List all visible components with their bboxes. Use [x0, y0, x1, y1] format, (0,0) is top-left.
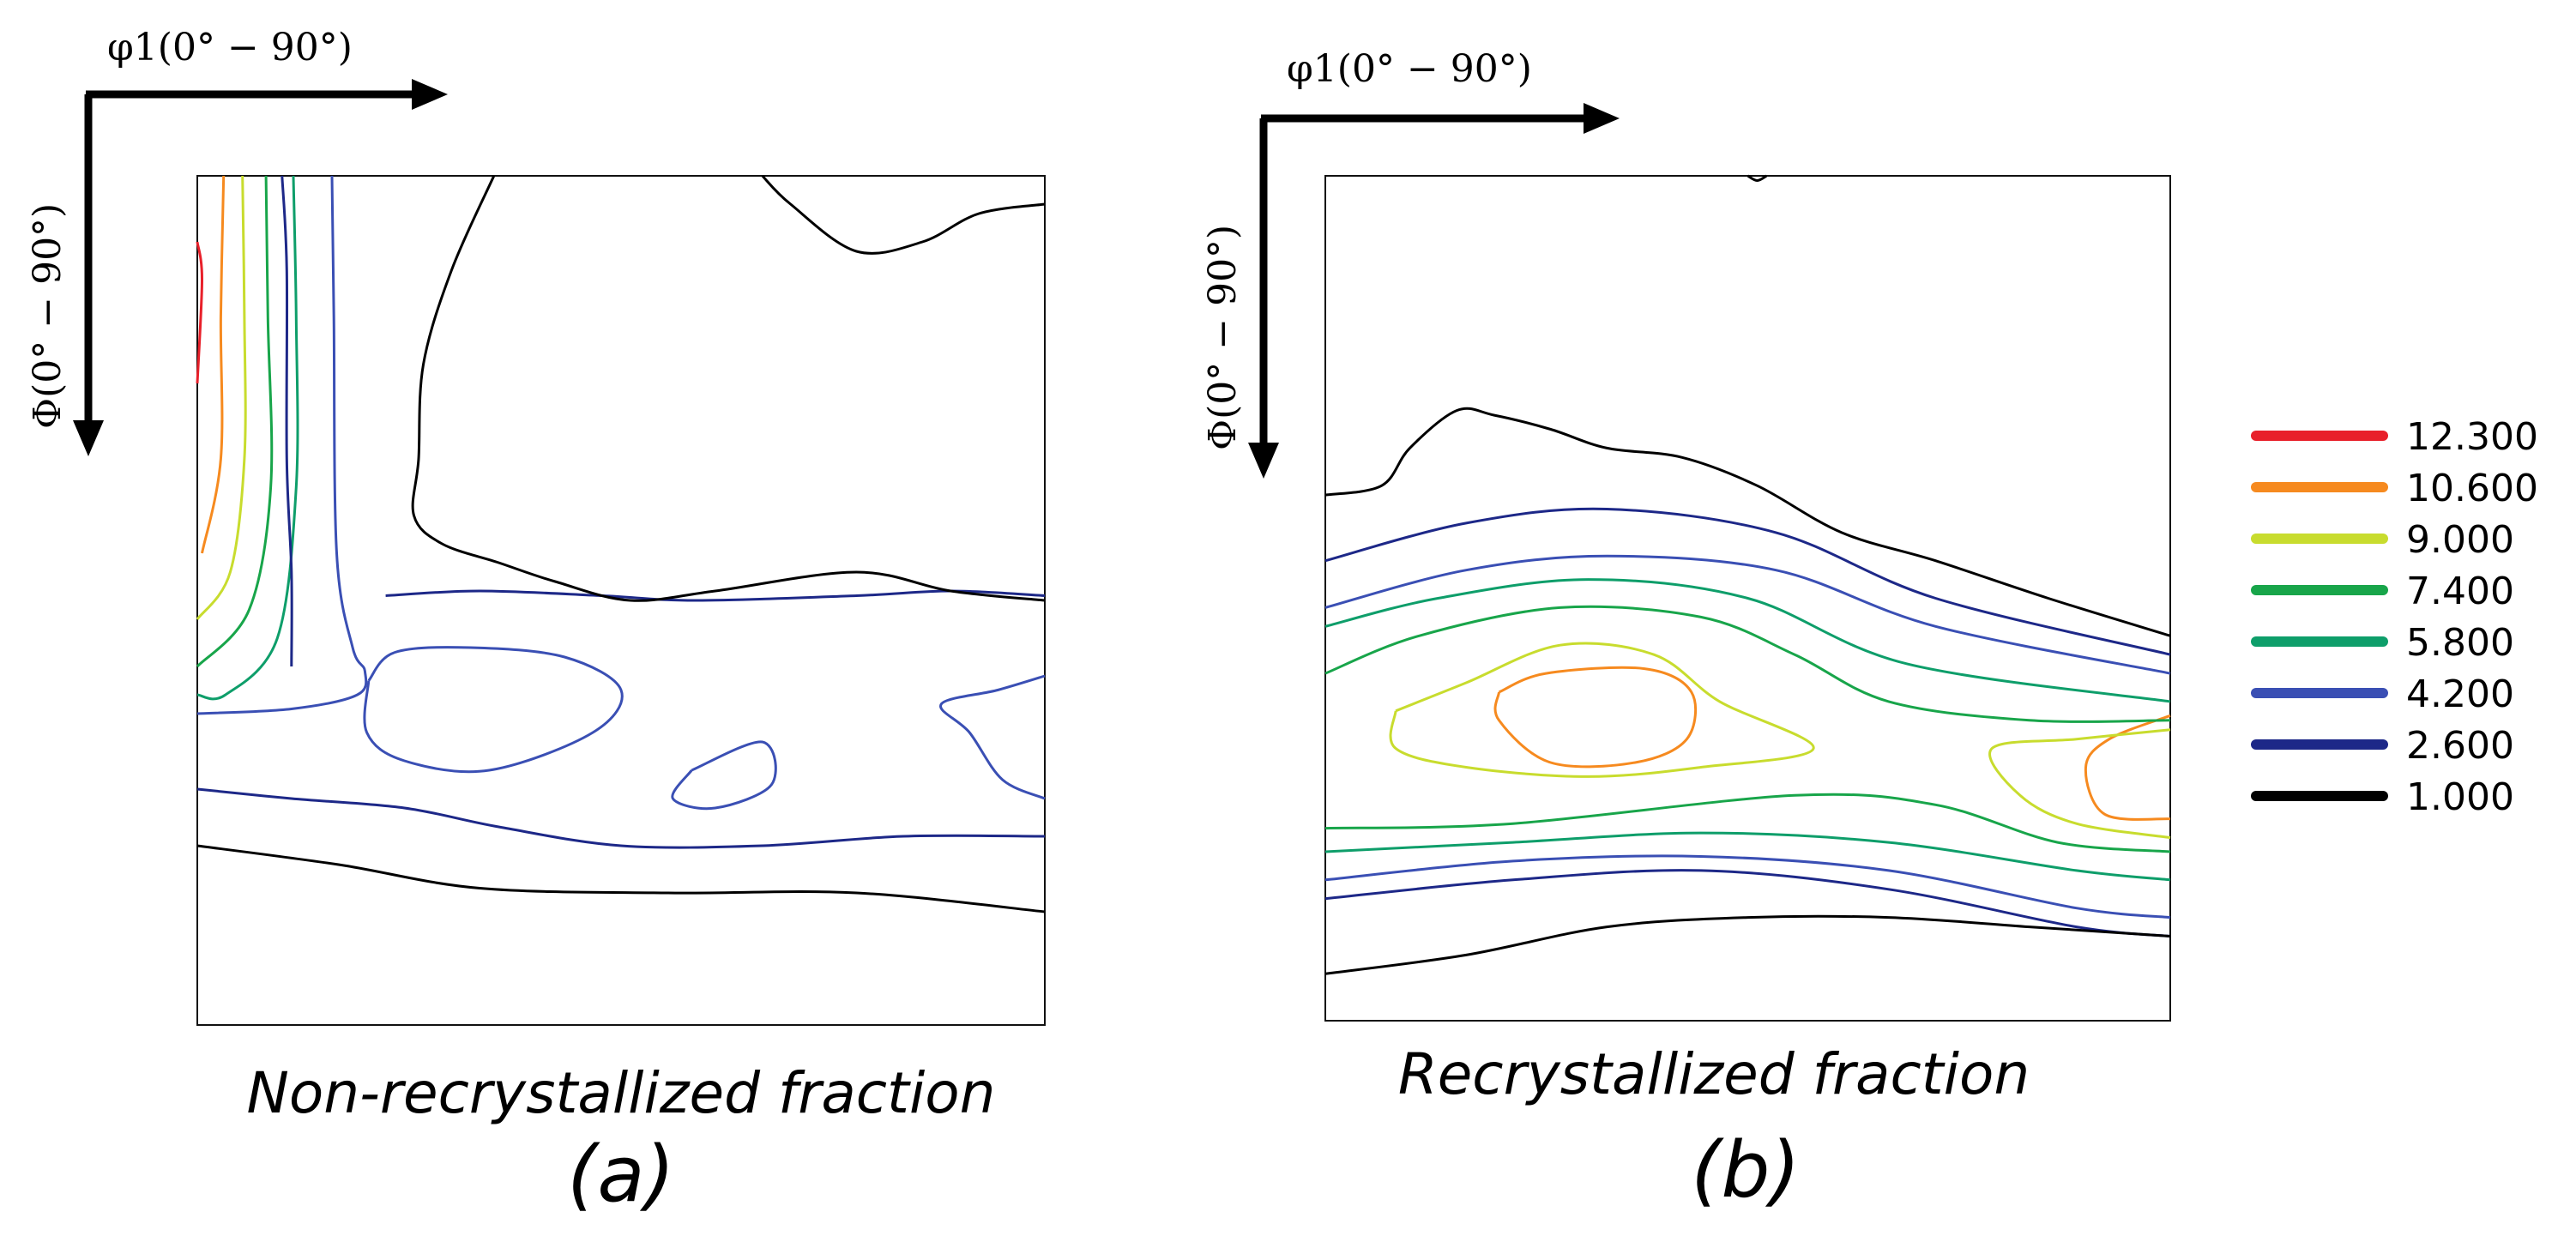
panel-b-contour-line-1.000 — [1324, 914, 2171, 975]
panel-b-Phi-arrowhead — [1248, 443, 1279, 479]
panel-a-contours — [196, 174, 1046, 913]
panel-a-horizontal-axis-label: φ1(0° − 90°) — [107, 26, 353, 69]
legend-label-7.400: 7.400 — [2406, 570, 2514, 613]
panel-a-contour-line-4.200 — [363, 646, 624, 774]
panel-b-phi1-arrowhead — [1584, 103, 1620, 134]
panel-b-contours — [1324, 174, 2171, 975]
panel-b-axes: φ1(0° − 90°) Φ(0° − 90°) — [1201, 47, 1620, 479]
panel-a-contour-line-4.200 — [196, 175, 368, 715]
legend-label-5.800: 5.800 — [2406, 621, 2514, 665]
panel-b-contour-line-4.200 — [1324, 854, 2171, 919]
panel-a-axes: φ1(0° − 90°) Φ(0° − 90°) — [26, 26, 448, 456]
panel-a-contour-line-10.600 — [201, 175, 226, 554]
panel-a-label: (a) — [567, 1130, 674, 1220]
panel-a-contour-line-2.600 — [281, 175, 293, 667]
panel-b-contour-line-9.000 — [1988, 728, 2171, 840]
panel-b-contour-line-2.600 — [1324, 507, 2171, 656]
panel-a-phi1-arrowhead — [412, 79, 448, 110]
panel-b-label: (b) — [1691, 1125, 1800, 1215]
panel-b-contour-line-4.200 — [1324, 554, 2171, 675]
panel-a-contour-line-4.200 — [939, 674, 1046, 800]
panel-a-contour-line-4.200 — [671, 740, 777, 811]
panel-b-vertical-axis-label: Φ(0° − 90°) — [1201, 225, 1245, 450]
panel-a-contour-line-1.000 — [411, 175, 1046, 602]
panel-a-contour-line-7.400 — [196, 175, 274, 668]
panel-b-contour-line-2.600 — [1324, 869, 2171, 938]
contour-level-legend: 12.300 10.600 9.000 7.400 5.800 4.200 2.600 1.0… — [2251, 415, 2538, 819]
panel-a-contour-line-1.000 — [761, 174, 1046, 255]
panel-b-contour-line-10.600 — [1493, 666, 1698, 769]
panel-a-vertical-axis-label: Φ(0° − 90°) — [26, 203, 69, 429]
panel-b-contour-line-5.800 — [1324, 578, 2171, 703]
panel-b-contour-line-10.600 — [2084, 714, 2171, 821]
legend-label-2.600: 2.600 — [2406, 724, 2514, 768]
panel-b-contour-line-7.400 — [1324, 793, 2171, 853]
panel-b-contour-line-1.000 — [1324, 407, 2171, 637]
panel-a-Phi-arrowhead — [73, 420, 104, 456]
legend-label-10.600: 10.600 — [2406, 467, 2538, 510]
legend-label-1.000: 1.000 — [2406, 775, 2514, 819]
legend-label-9.000: 9.000 — [2406, 518, 2514, 562]
panel-b-contour-line-9.000 — [1389, 642, 1815, 778]
panel-a-contour-line-9.000 — [196, 175, 247, 620]
panel-b-contour-line-7.400 — [1324, 605, 2171, 723]
legend-label-12.300: 12.300 — [2406, 415, 2538, 459]
legend-label-4.200: 4.200 — [2406, 672, 2514, 716]
panel-b-caption: Recrystallized fraction — [1398, 1041, 2030, 1107]
panel-a-contour-line-2.600 — [196, 787, 1046, 849]
panel-a-contour-line-1.000 — [196, 844, 1046, 913]
panel-a-contour-line-12.300 — [196, 241, 203, 384]
panel-a-contour-line-5.800 — [196, 175, 299, 701]
panel-b-contour-line-1.000 — [1746, 174, 1768, 182]
panel-a-caption: Non-recrystallized fraction — [247, 1060, 996, 1126]
panel-b-horizontal-axis-label: φ1(0° − 90°) — [1287, 47, 1532, 91]
panel-b-contour-line-5.800 — [1324, 831, 2171, 882]
